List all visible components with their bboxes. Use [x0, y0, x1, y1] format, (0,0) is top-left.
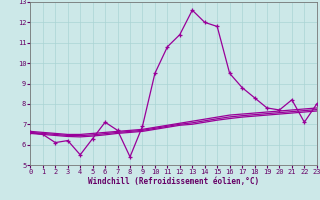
X-axis label: Windchill (Refroidissement éolien,°C): Windchill (Refroidissement éolien,°C)	[88, 177, 259, 186]
